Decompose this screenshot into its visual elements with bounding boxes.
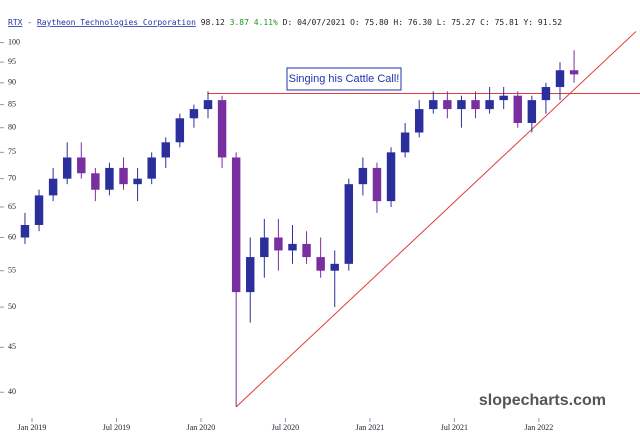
- candle-body: [48, 178, 58, 196]
- candle-body: [485, 100, 494, 110]
- y-tick-label: 85: [8, 99, 16, 108]
- candle-body: [499, 95, 508, 101]
- candle-body: [133, 178, 142, 185]
- y-tick-label: 80: [8, 123, 16, 132]
- candle-body: [231, 157, 241, 293]
- candle-body: [175, 118, 185, 143]
- candle-body: [400, 132, 410, 153]
- candle-body: [513, 95, 522, 123]
- trendline: [235, 31, 637, 408]
- x-tick-label: Jan 2020: [187, 423, 216, 432]
- candle-body: [457, 100, 466, 110]
- candle-body: [386, 152, 396, 202]
- x-tick-label: Jan 2021: [356, 423, 385, 432]
- y-tick-label: 60: [8, 232, 16, 241]
- candle-body: [330, 263, 339, 271]
- candle-body: [414, 109, 424, 133]
- change-pct: 4.11%: [254, 18, 278, 27]
- annotation: Singing his Cattle Call!: [289, 73, 400, 85]
- x-tick-label: Jul 2019: [103, 423, 130, 432]
- candle-body: [91, 173, 100, 190]
- candle-body: [105, 167, 114, 190]
- y-tick-label: 50: [8, 302, 16, 311]
- candle-body: [147, 157, 156, 179]
- x-tick-label: Jan 2022: [525, 423, 554, 432]
- candle-body: [471, 100, 480, 110]
- y-tick-label: 40: [8, 387, 16, 396]
- candle-body: [119, 167, 128, 185]
- candle-body: [77, 157, 86, 174]
- candle-body: [344, 184, 354, 264]
- candle-body: [316, 257, 325, 271]
- candle-body: [429, 100, 438, 110]
- y-tick-label: 45: [8, 342, 16, 351]
- y-tick-label: 65: [8, 202, 16, 211]
- y-tick-label: 95: [8, 57, 16, 66]
- change: 3.87: [230, 18, 249, 27]
- y-tick-label: 90: [8, 78, 16, 87]
- company-name: Raytheon Technologies Corporation: [37, 18, 196, 27]
- x-tick-label: Jul 2021: [441, 423, 468, 432]
- candle-body: [217, 100, 227, 158]
- candle-body: [203, 100, 213, 110]
- annotation-box: [286, 67, 402, 91]
- candle-body: [274, 237, 283, 251]
- candle-body: [527, 100, 537, 123]
- candle-body: [541, 87, 551, 101]
- x-tick-label: Jan 2019: [18, 423, 47, 432]
- candle-body: [288, 243, 297, 251]
- candle-body: [302, 243, 311, 258]
- last-price: 98.12: [201, 18, 225, 27]
- y-tick-label: 70: [8, 174, 16, 183]
- candle-body: [20, 224, 30, 238]
- candle-body: [161, 142, 170, 158]
- x-tick-label: Jul 2020: [272, 423, 299, 432]
- y-tick-label: 75: [8, 147, 16, 156]
- candle-body: [358, 167, 368, 185]
- separator: -: [27, 18, 32, 27]
- candle-body: [34, 195, 44, 225]
- candle-body: [246, 257, 255, 293]
- header: RTX - Raytheon Technologies Corporation …: [8, 18, 562, 27]
- y-tick-label: 55: [8, 266, 16, 275]
- candle-body: [555, 70, 565, 88]
- y-tick-label: 100: [8, 37, 20, 46]
- candle-body: [372, 167, 382, 202]
- watermark: slopecharts.com: [479, 392, 606, 409]
- candle-body: [443, 100, 452, 110]
- candle-body: [189, 109, 199, 119]
- ohlc-info: D: 04/07/2021 O: 75.80 H: 76.30 L: 75.27…: [283, 18, 563, 27]
- ticker: RTX: [8, 18, 23, 27]
- candle-body: [260, 237, 269, 258]
- candle-body: [569, 70, 579, 75]
- candle-body: [62, 157, 72, 179]
